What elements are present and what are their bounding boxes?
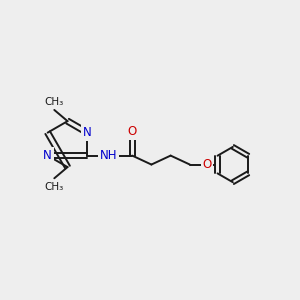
Text: CH₃: CH₃ xyxy=(45,97,64,107)
Text: NH: NH xyxy=(100,149,117,162)
Text: O: O xyxy=(128,125,137,138)
Text: N: N xyxy=(83,126,92,139)
Text: CH₃: CH₃ xyxy=(45,182,64,191)
Text: O: O xyxy=(202,158,212,171)
Text: N: N xyxy=(43,149,52,162)
